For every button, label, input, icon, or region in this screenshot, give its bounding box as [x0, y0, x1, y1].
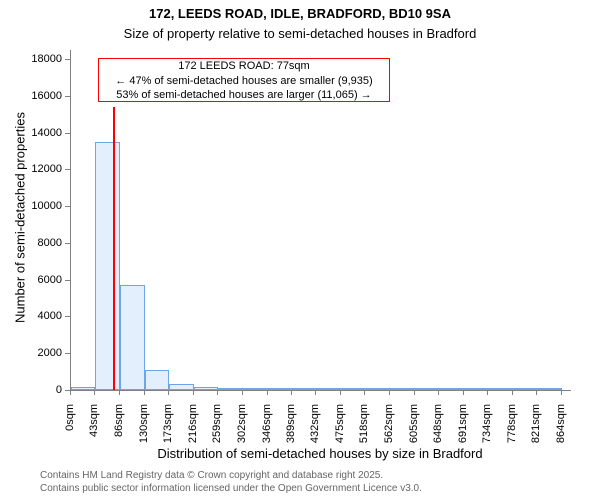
- x-tick-label: 734sqm: [481, 404, 493, 454]
- y-tick-label: 16000: [0, 90, 62, 102]
- histogram-bar: [439, 388, 463, 390]
- x-tick-label: 0sqm: [64, 404, 76, 454]
- y-tick-mark: [65, 96, 70, 97]
- y-tick-mark: [65, 280, 70, 281]
- attribution-line-1: Contains HM Land Registry data © Crown c…: [40, 470, 383, 481]
- x-tick-mark: [561, 390, 562, 395]
- histogram-bar: [218, 388, 242, 390]
- annotation-line-3: 53% of semi-detached houses are larger (…: [99, 88, 389, 103]
- histogram-bar: [120, 285, 145, 390]
- y-tick-label: 10000: [0, 200, 62, 212]
- x-tick-mark: [463, 390, 464, 395]
- histogram-bar: [243, 388, 268, 390]
- histogram-bar: [537, 388, 561, 390]
- x-tick-label: 605sqm: [408, 404, 420, 454]
- y-tick-label: 0: [0, 384, 62, 396]
- y-tick-mark: [65, 59, 70, 60]
- x-tick-mark: [119, 390, 120, 395]
- y-tick-mark: [65, 133, 70, 134]
- annotation-line-1: 172 LEEDS ROAD: 77sqm: [99, 59, 389, 74]
- y-tick-label: 18000: [0, 53, 62, 65]
- x-tick-mark: [414, 390, 415, 395]
- x-tick-label: 648sqm: [432, 404, 444, 454]
- histogram-bar: [513, 388, 537, 390]
- x-tick-label: 562sqm: [383, 404, 395, 454]
- annotation-line-2: ← 47% of semi-detached houses are smalle…: [99, 74, 389, 89]
- x-tick-label: 821sqm: [530, 404, 542, 454]
- property-marker-line: [113, 107, 115, 390]
- y-tick-mark: [65, 316, 70, 317]
- x-tick-label: 864sqm: [555, 404, 567, 454]
- x-tick-label: 389sqm: [285, 404, 297, 454]
- chart-subtitle: Size of property relative to semi-detach…: [0, 26, 600, 41]
- y-tick-label: 14000: [0, 127, 62, 139]
- x-tick-label: 475sqm: [334, 404, 346, 454]
- x-tick-label: 518sqm: [358, 404, 370, 454]
- y-tick-label: 4000: [0, 310, 62, 322]
- x-tick-mark: [315, 390, 316, 395]
- x-tick-label: 216sqm: [187, 404, 199, 454]
- y-tick-label: 6000: [0, 274, 62, 286]
- chart-container: 172, LEEDS ROAD, IDLE, BRADFORD, BD10 9S…: [0, 0, 600, 500]
- x-tick-mark: [267, 390, 268, 395]
- x-tick-label: 346sqm: [261, 404, 273, 454]
- x-tick-label: 778sqm: [506, 404, 518, 454]
- histogram-bar: [464, 388, 488, 390]
- y-tick-label: 8000: [0, 237, 62, 249]
- x-tick-mark: [487, 390, 488, 395]
- x-tick-mark: [291, 390, 292, 395]
- y-tick-mark: [65, 169, 70, 170]
- x-tick-label: 130sqm: [138, 404, 150, 454]
- x-tick-mark: [168, 390, 169, 395]
- x-tick-mark: [242, 390, 243, 395]
- histogram-bar: [341, 388, 365, 390]
- histogram-bar: [169, 384, 193, 390]
- attribution-line-2: Contains public sector information licen…: [40, 483, 422, 494]
- histogram-bar: [145, 370, 169, 390]
- histogram-bar: [268, 388, 292, 390]
- x-tick-label: 302sqm: [236, 404, 248, 454]
- y-tick-mark: [65, 353, 70, 354]
- histogram-bar: [316, 388, 340, 390]
- histogram-bar: [488, 388, 513, 390]
- y-tick-label: 2000: [0, 347, 62, 359]
- x-tick-label: 259sqm: [211, 404, 223, 454]
- histogram-bar: [194, 387, 218, 390]
- y-tick-mark: [65, 206, 70, 207]
- x-tick-label: 173sqm: [162, 404, 174, 454]
- histogram-bar: [365, 388, 390, 390]
- histogram-bar: [292, 388, 316, 390]
- histogram-bar: [390, 388, 414, 390]
- chart-title: 172, LEEDS ROAD, IDLE, BRADFORD, BD10 9S…: [0, 6, 600, 21]
- x-tick-mark: [438, 390, 439, 395]
- histogram-bar: [95, 142, 119, 390]
- histogram-bar: [415, 388, 439, 390]
- x-tick-mark: [70, 390, 71, 395]
- x-tick-mark: [512, 390, 513, 395]
- x-tick-label: 691sqm: [457, 404, 469, 454]
- x-tick-mark: [193, 390, 194, 395]
- x-tick-mark: [144, 390, 145, 395]
- y-tick-label: 12000: [0, 163, 62, 175]
- x-tick-mark: [340, 390, 341, 395]
- x-tick-mark: [389, 390, 390, 395]
- x-tick-mark: [217, 390, 218, 395]
- x-tick-label: 432sqm: [309, 404, 321, 454]
- y-tick-mark: [65, 243, 70, 244]
- x-tick-label: 43sqm: [88, 404, 100, 454]
- x-tick-label: 86sqm: [113, 404, 125, 454]
- annotation-box: 172 LEEDS ROAD: 77sqm ← 47% of semi-deta…: [98, 58, 390, 102]
- histogram-bar: [71, 387, 95, 390]
- x-tick-mark: [536, 390, 537, 395]
- x-tick-mark: [94, 390, 95, 395]
- x-tick-mark: [364, 390, 365, 395]
